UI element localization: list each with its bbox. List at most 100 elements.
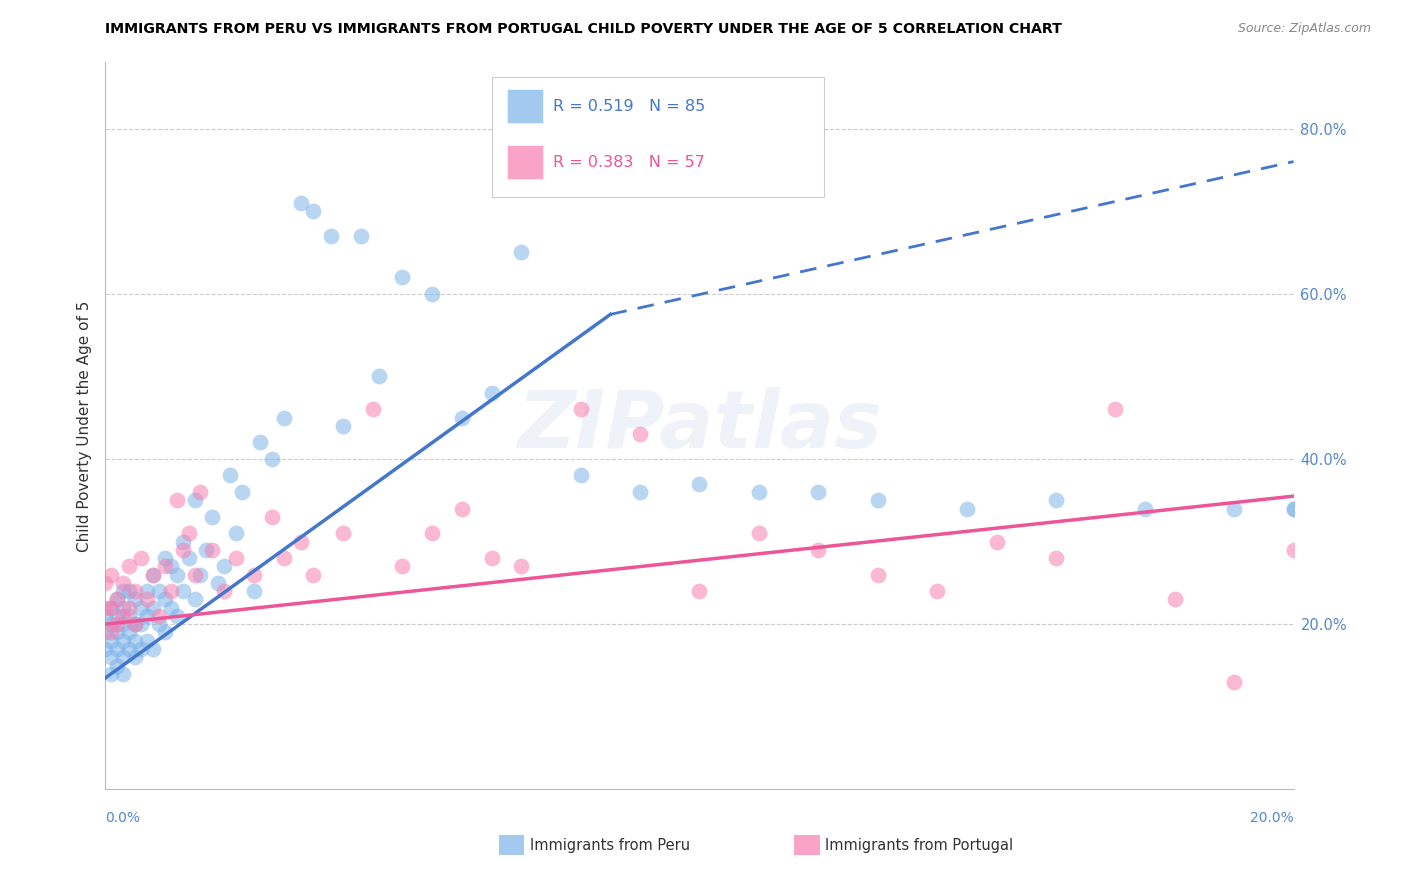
Point: [124, 584, 146, 599]
Point: [94, 600, 117, 615]
Point: [748, 526, 770, 541]
Point: [420, 286, 443, 301]
Point: [172, 542, 194, 557]
Text: R = 0.519   N = 85: R = 0.519 N = 85: [554, 98, 706, 113]
Point: [177, 551, 200, 566]
Point: [124, 617, 146, 632]
Point: [112, 633, 135, 648]
Point: [332, 526, 354, 541]
Point: [332, 419, 354, 434]
Text: R = 0.383   N = 57: R = 0.383 N = 57: [554, 154, 706, 169]
Point: [1282, 501, 1305, 516]
Point: [105, 625, 128, 640]
Point: [94, 609, 117, 624]
Point: [628, 485, 651, 500]
Point: [124, 650, 146, 665]
Point: [100, 633, 122, 648]
Point: [569, 468, 592, 483]
Point: [129, 642, 152, 657]
Point: [118, 609, 141, 624]
Point: [94, 625, 117, 640]
Point: [94, 575, 117, 590]
Point: [166, 567, 188, 582]
Point: [105, 592, 128, 607]
Point: [159, 600, 181, 615]
Point: [231, 485, 253, 500]
Point: [391, 270, 413, 285]
Text: 20.0%: 20.0%: [1250, 812, 1294, 825]
Point: [260, 452, 283, 467]
Point: [100, 617, 122, 632]
Point: [190, 567, 212, 582]
Point: [956, 501, 979, 516]
Point: [153, 559, 176, 574]
Text: Source: ZipAtlas.com: Source: ZipAtlas.com: [1237, 22, 1371, 36]
Point: [450, 501, 472, 516]
Point: [243, 584, 266, 599]
Point: [481, 551, 503, 566]
Point: [118, 625, 141, 640]
Point: [207, 575, 229, 590]
Point: [183, 592, 205, 607]
Text: ZIPatlas: ZIPatlas: [517, 387, 882, 465]
Point: [302, 204, 325, 219]
Point: [1045, 493, 1067, 508]
Point: [290, 195, 312, 210]
Point: [219, 468, 242, 483]
Point: [177, 526, 200, 541]
Point: [391, 559, 413, 574]
Point: [1164, 592, 1187, 607]
Point: [153, 551, 176, 566]
Point: [153, 592, 176, 607]
Point: [100, 650, 122, 665]
Point: [142, 567, 165, 582]
Point: [112, 650, 135, 665]
Text: Immigrants from Portugal: Immigrants from Portugal: [825, 838, 1014, 853]
Point: [100, 567, 122, 582]
Point: [260, 509, 283, 524]
Point: [225, 551, 247, 566]
Point: [214, 559, 236, 574]
Point: [118, 559, 141, 574]
Point: [361, 402, 384, 417]
Point: [273, 551, 295, 566]
Point: [105, 592, 128, 607]
Point: [129, 600, 152, 615]
Point: [148, 617, 170, 632]
Point: [112, 609, 135, 624]
Point: [689, 584, 711, 599]
Point: [112, 584, 135, 599]
Point: [142, 600, 165, 615]
Point: [510, 559, 533, 574]
Point: [1400, 600, 1406, 615]
Point: [510, 245, 533, 260]
Point: [129, 551, 152, 566]
Point: [136, 633, 159, 648]
Point: [1133, 501, 1156, 516]
Point: [1223, 675, 1246, 690]
Point: [1282, 542, 1305, 557]
Point: [148, 609, 170, 624]
Point: [183, 493, 205, 508]
Point: [94, 642, 117, 657]
Point: [1104, 402, 1126, 417]
Point: [112, 600, 135, 615]
Point: [807, 542, 830, 557]
Point: [748, 485, 770, 500]
Point: [105, 642, 128, 657]
Point: [112, 575, 135, 590]
Point: [159, 559, 181, 574]
Point: [321, 228, 343, 243]
Point: [100, 666, 122, 681]
Point: [105, 617, 128, 632]
Point: [124, 617, 146, 632]
Point: [100, 625, 122, 640]
Point: [986, 534, 1008, 549]
Point: [100, 600, 122, 615]
Point: [807, 485, 830, 500]
Point: [118, 600, 141, 615]
Point: [112, 617, 135, 632]
Point: [214, 584, 236, 599]
Point: [142, 642, 165, 657]
Point: [118, 584, 141, 599]
